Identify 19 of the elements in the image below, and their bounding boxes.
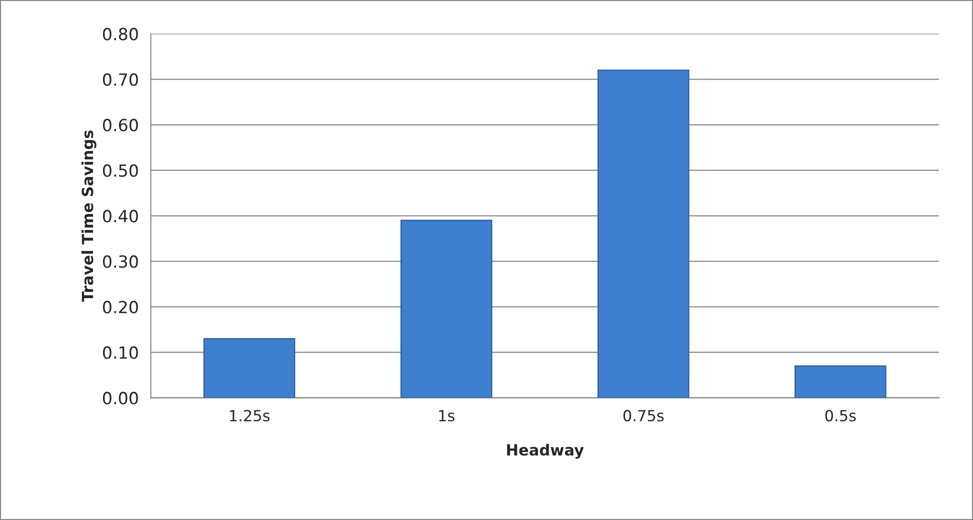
y-tick-label: 0.40 [103, 210, 138, 222]
y-tick-label: 0.30 [103, 255, 138, 268]
x-tick-label: 1.25s [230, 410, 270, 422]
x-tick-label: 0.5s [825, 410, 856, 422]
y-tick-label: 0.80 [103, 28, 138, 40]
y-tick-label: 0.50 [103, 164, 138, 177]
bar [400, 220, 492, 398]
y-tick-label: 0.70 [103, 73, 138, 86]
bar [598, 70, 690, 398]
x-tick-label: 1s [439, 410, 454, 422]
y-axis-title: Travel Time Savings [81, 130, 96, 302]
y-tick-label: 0.20 [103, 300, 138, 314]
x-axis-title: Headway [507, 444, 584, 459]
y-tick-label: 0.00 [103, 392, 138, 404]
bar [203, 338, 296, 398]
x-tick-label: 0.75s [623, 410, 664, 422]
bar [794, 365, 886, 398]
y-tick-label: 0.10 [103, 346, 138, 359]
y-tick-label: 0.60 [103, 118, 138, 132]
